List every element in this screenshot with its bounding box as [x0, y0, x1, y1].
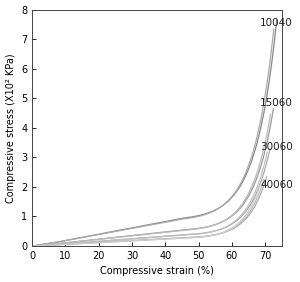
Text: 10040: 10040 — [260, 18, 293, 28]
X-axis label: Compressive strain (%): Compressive strain (%) — [100, 266, 214, 276]
Y-axis label: Compressive stress (X10² KPa): Compressive stress (X10² KPa) — [6, 53, 16, 202]
Text: 30060: 30060 — [260, 142, 293, 152]
Text: 15060: 15060 — [260, 98, 293, 108]
Text: 40060: 40060 — [260, 180, 293, 190]
